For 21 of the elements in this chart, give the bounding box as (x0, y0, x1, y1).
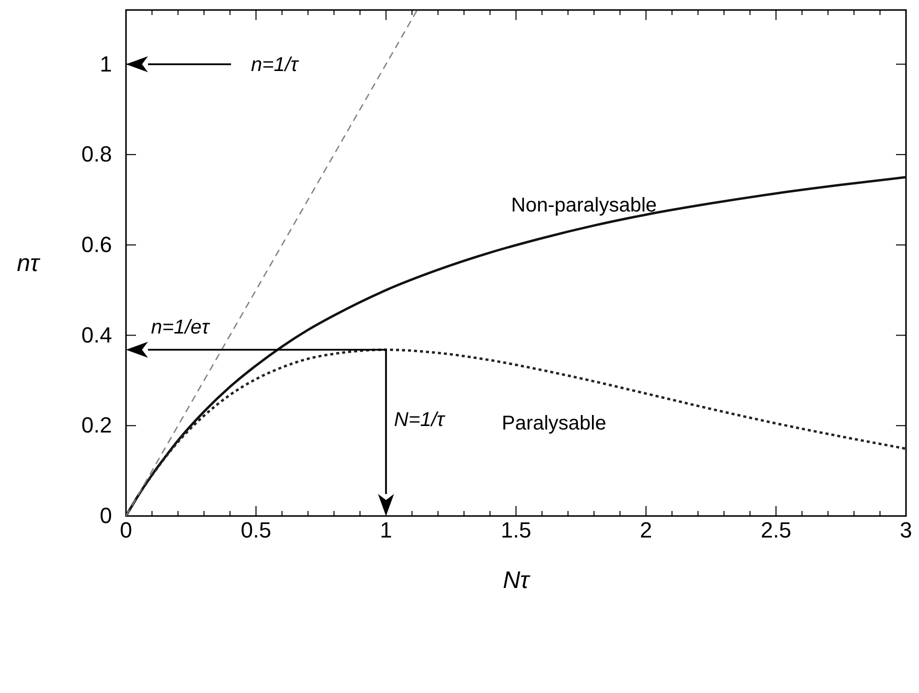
x-tick-label: 2 (640, 518, 652, 543)
x-tick-label: 3 (900, 518, 912, 543)
y-tick-label: 0.4 (81, 322, 112, 348)
y-tick-label: 0.6 (81, 232, 112, 257)
series-label: Non-paralysable (511, 194, 657, 216)
line-series (126, 176, 906, 516)
y-axis-title: nτ (16, 250, 42, 277)
x-tick-label: 0.5 (240, 518, 272, 543)
y-tick-label: 0.8 (81, 142, 112, 167)
annotation: n=1/eτ (151, 316, 211, 339)
x-tick-label: 1 (380, 518, 392, 543)
x-tick-label: 2.5 (760, 518, 792, 543)
line-series (126, 348, 906, 516)
y-tick-label: 0.2 (81, 412, 112, 438)
x-tick-label: 0 (120, 518, 132, 543)
y-tick-label: 1 (100, 51, 112, 76)
ref-line-label: n=1/τ (251, 54, 300, 76)
x-axis-title: Nτ (502, 567, 532, 594)
ref-line-label: N=1/τ (394, 409, 446, 431)
series-label: Paralysable (502, 412, 606, 434)
x-tick-label: 1.5 (500, 518, 532, 543)
